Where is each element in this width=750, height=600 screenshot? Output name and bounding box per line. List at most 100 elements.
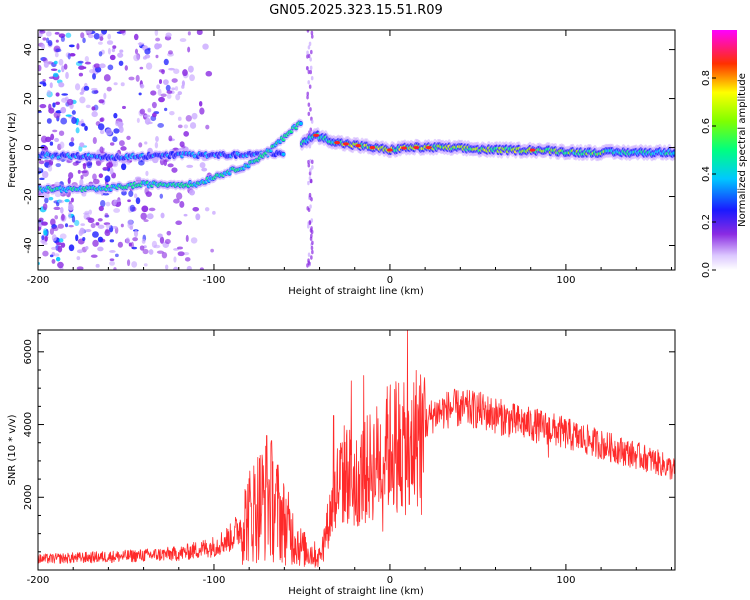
noise-blob bbox=[155, 54, 159, 59]
noise-blob bbox=[120, 223, 124, 228]
noise-blob bbox=[48, 103, 52, 111]
noise-blob bbox=[165, 84, 171, 92]
noise-blob bbox=[133, 54, 140, 62]
noise-blob bbox=[43, 61, 49, 68]
noise-blob bbox=[70, 137, 75, 143]
noise-blob bbox=[86, 161, 93, 169]
noise-blob bbox=[44, 159, 51, 163]
colorbar-tick-label: 0.2 bbox=[701, 214, 712, 230]
noise-blob bbox=[55, 242, 62, 246]
noise-blob bbox=[42, 82, 47, 87]
noise-stripe-blob bbox=[310, 245, 314, 251]
noise-blob bbox=[136, 117, 140, 123]
noise-blob bbox=[199, 107, 205, 115]
noise-blob bbox=[154, 141, 159, 149]
noise-blob bbox=[192, 207, 200, 212]
noise-stripe-blob bbox=[309, 107, 312, 112]
noise-blob bbox=[80, 175, 84, 180]
noise-blob bbox=[97, 41, 103, 45]
colorbar-tick-label: 0.8 bbox=[701, 70, 712, 86]
noise-blob bbox=[70, 197, 74, 203]
noise-blob bbox=[119, 30, 126, 34]
noise-blob bbox=[145, 191, 152, 197]
noise-blob bbox=[99, 117, 104, 122]
noise-blob bbox=[64, 223, 69, 228]
noise-stripe-blob bbox=[307, 45, 311, 50]
noise-blob bbox=[187, 31, 191, 36]
noise-blob bbox=[107, 47, 111, 55]
noise-blob bbox=[77, 169, 81, 174]
noise-blob bbox=[53, 60, 58, 65]
noise-blob bbox=[68, 224, 74, 228]
noise-blob bbox=[118, 60, 124, 66]
noise-blob bbox=[139, 245, 145, 251]
noise-blob bbox=[38, 64, 42, 72]
noise-blob bbox=[90, 87, 98, 91]
noise-stripe-blob bbox=[307, 80, 311, 85]
noise-stripe-blob bbox=[307, 159, 310, 165]
noise-blob bbox=[45, 136, 52, 143]
noise-blob bbox=[113, 267, 117, 270]
noise-blob bbox=[82, 162, 87, 170]
noise-blob bbox=[186, 265, 192, 270]
spectrogram-frame bbox=[37, 29, 676, 271]
noise-blob bbox=[54, 52, 59, 58]
noise-blob bbox=[113, 82, 118, 86]
noise-blob bbox=[198, 100, 203, 107]
noise-blob bbox=[105, 228, 110, 234]
noise-blob bbox=[42, 37, 47, 41]
noise-blob bbox=[171, 87, 176, 91]
noise-blob bbox=[154, 30, 159, 36]
noise-blob bbox=[46, 118, 52, 124]
noise-blob bbox=[148, 249, 154, 255]
noise-blob bbox=[169, 110, 175, 116]
y-tick-label: 0 bbox=[23, 144, 34, 150]
noise-blob bbox=[132, 237, 138, 242]
noise-blob bbox=[134, 176, 142, 181]
noise-blob bbox=[58, 82, 65, 88]
noise-blob bbox=[185, 115, 192, 122]
noise-blob bbox=[68, 211, 72, 219]
noise-blob bbox=[189, 122, 197, 129]
noise-blob bbox=[85, 246, 89, 250]
noise-stripe-blob bbox=[310, 30, 314, 36]
noise-blob bbox=[68, 203, 74, 211]
noise-blob bbox=[60, 117, 68, 125]
noise-blob bbox=[79, 91, 84, 95]
noise-blob bbox=[99, 129, 105, 135]
noise-blob bbox=[55, 101, 60, 105]
noise-blob bbox=[49, 82, 53, 89]
noise-blob bbox=[196, 30, 203, 36]
noise-blob bbox=[42, 79, 46, 83]
noise-blob bbox=[41, 242, 48, 246]
noise-blob bbox=[58, 130, 65, 136]
noise-blob bbox=[109, 258, 115, 262]
noise-blob bbox=[79, 96, 86, 104]
noise-blob bbox=[112, 136, 118, 143]
noise-blob bbox=[109, 260, 115, 266]
noise-blob bbox=[114, 199, 121, 203]
noise-blob bbox=[166, 230, 172, 236]
noise-blob bbox=[112, 225, 118, 229]
noise-blob bbox=[85, 104, 91, 109]
noise-blob bbox=[159, 193, 164, 199]
noise-blob bbox=[88, 209, 93, 215]
noise-blob bbox=[98, 173, 104, 178]
noise-blob bbox=[117, 52, 124, 58]
noise-blob bbox=[190, 237, 198, 244]
noise-blob bbox=[55, 256, 61, 262]
noise-blob bbox=[60, 106, 67, 114]
colorbar: 0.0 0.2 0.4 0.6 0.8 Normalized spectral ampl… bbox=[701, 30, 748, 278]
noise-blob bbox=[160, 212, 165, 219]
snr-ylabel: SNR (10 * v/v) bbox=[7, 414, 18, 485]
noise-stripe-blob bbox=[308, 41, 312, 47]
noise-blob bbox=[126, 161, 131, 165]
noise-blob bbox=[139, 83, 145, 89]
noise-stripe-blob bbox=[310, 49, 313, 55]
noise-blob bbox=[174, 86, 179, 91]
noise-blob bbox=[173, 256, 177, 263]
noise-blob bbox=[167, 163, 174, 168]
colorbar-tick-label: 0.4 bbox=[701, 166, 712, 182]
